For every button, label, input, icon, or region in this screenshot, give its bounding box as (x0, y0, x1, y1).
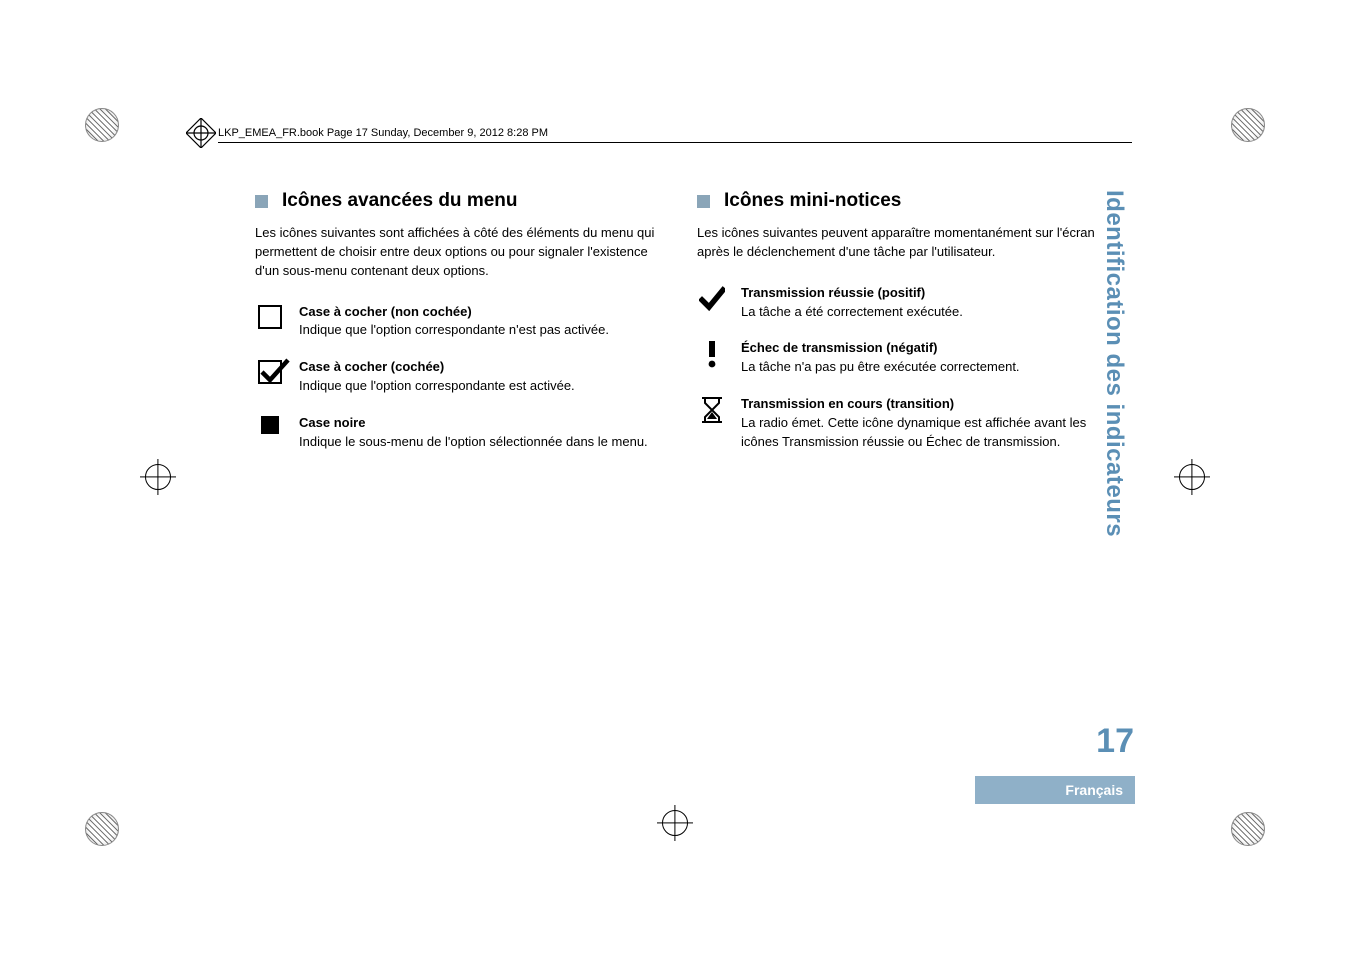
print-mark-dot (85, 108, 119, 142)
right-column: Icônes mini-notices Les icônes suivantes… (697, 190, 1099, 470)
running-head-text: LKP_EMEA_FR.book Page 17 Sunday, Decembe… (218, 127, 548, 139)
page-number: 17 (1096, 722, 1134, 761)
item-desc: La tâche a été correctement exécutée. (741, 303, 963, 322)
section-heading-row: Icônes mini-notices (697, 190, 1099, 212)
registration-mark (662, 810, 688, 836)
item-desc: Indique le sous-menu de l'option sélecti… (299, 433, 648, 452)
running-head-rule: LKP_EMEA_FR.book Page 17 Sunday, Decembe… (218, 127, 1132, 143)
language-bar: Français (975, 776, 1135, 804)
item-body: Case noire Indique le sous-menu de l'opt… (299, 414, 648, 452)
item-title: Échec de transmission (négatif) (741, 339, 1020, 358)
checkmark-icon (697, 284, 727, 322)
registration-mark (145, 464, 171, 490)
section-intro: Les icônes suivantes sont affichées à cô… (255, 224, 657, 281)
item-desc: Indique que l'option correspondante est … (299, 377, 575, 396)
item-desc: La radio émet. Cette icône dynamique est… (741, 414, 1099, 452)
section-bullet-icon (697, 195, 710, 208)
checked-box-icon (255, 358, 285, 396)
list-item: Échec de transmission (négatif) La tâche… (697, 339, 1099, 377)
section-title: Icônes avancées du menu (282, 190, 518, 212)
print-mark-dot (1231, 108, 1265, 142)
item-body: Transmission en cours (transition) La ra… (741, 395, 1099, 452)
list-item: Transmission réussie (positif) La tâche … (697, 284, 1099, 322)
section-intro: Les icônes suivantes peuvent apparaître … (697, 224, 1099, 262)
language-label: Français (1065, 782, 1123, 798)
item-title: Transmission en cours (transition) (741, 395, 1099, 414)
item-title: Case noire (299, 414, 648, 433)
list-item: Case à cocher (non cochée) Indique que l… (255, 303, 657, 341)
hourglass-icon (697, 395, 727, 452)
side-tab: Identification des indicateurs (1093, 190, 1135, 780)
content-area: Icônes avancées du menu Les icônes suiva… (255, 190, 1100, 470)
item-body: Échec de transmission (négatif) La tâche… (741, 339, 1020, 377)
item-desc: Indique que l'option correspondante n'es… (299, 321, 609, 340)
solid-box-icon (255, 414, 285, 452)
left-column: Icônes avancées du menu Les icônes suiva… (255, 190, 657, 470)
registration-diamond (186, 118, 216, 148)
exclamation-icon (697, 339, 727, 377)
item-title: Case à cocher (non cochée) (299, 303, 609, 322)
side-section-label: Identification des indicateurs (1100, 190, 1128, 537)
item-title: Transmission réussie (positif) (741, 284, 963, 303)
unchecked-box-icon (255, 303, 285, 341)
page: LKP_EMEA_FR.book Page 17 Sunday, Decembe… (0, 0, 1350, 954)
section-heading-row: Icônes avancées du menu (255, 190, 657, 212)
item-body: Case à cocher (cochée) Indique que l'opt… (299, 358, 575, 396)
print-mark-dot (85, 812, 119, 846)
item-desc: La tâche n'a pas pu être exécutée correc… (741, 358, 1020, 377)
item-title: Case à cocher (cochée) (299, 358, 575, 377)
section-title: Icônes mini-notices (724, 190, 901, 212)
list-item: Case noire Indique le sous-menu de l'opt… (255, 414, 657, 452)
section-bullet-icon (255, 195, 268, 208)
list-item: Case à cocher (cochée) Indique que l'opt… (255, 358, 657, 396)
registration-mark (1179, 464, 1205, 490)
item-body: Case à cocher (non cochée) Indique que l… (299, 303, 609, 341)
list-item: Transmission en cours (transition) La ra… (697, 395, 1099, 452)
print-mark-dot (1231, 812, 1265, 846)
item-body: Transmission réussie (positif) La tâche … (741, 284, 963, 322)
